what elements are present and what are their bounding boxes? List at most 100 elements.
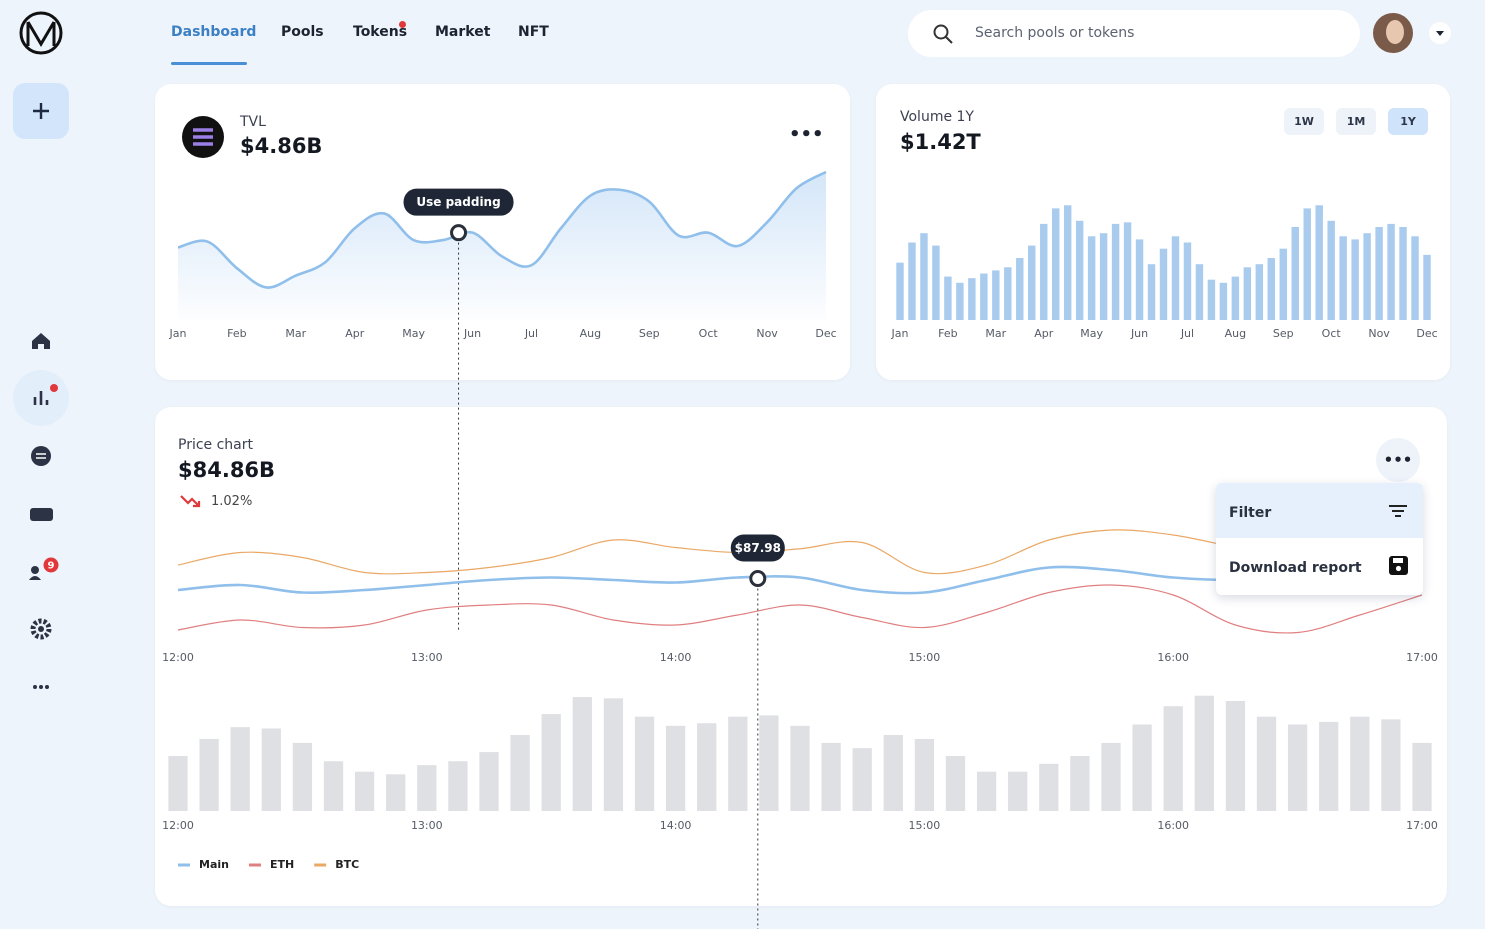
bar (1016, 258, 1024, 320)
bar (914, 738, 935, 811)
bar (1028, 245, 1036, 320)
bar (1412, 742, 1432, 811)
swap-icon[interactable] (31, 446, 51, 466)
profile[interactable] (1370, 10, 1460, 56)
nav-link[interactable]: Dashboard (171, 24, 257, 40)
nav-link[interactable]: NFT (518, 24, 549, 40)
bar (417, 765, 437, 811)
bar (908, 242, 916, 320)
bar (1225, 700, 1246, 811)
bar (1039, 763, 1059, 811)
x-tick-label: Oct (1322, 327, 1342, 340)
x-tick-label: Mar (985, 327, 1006, 340)
swap-icon-lines (36, 453, 46, 459)
line (177, 170, 827, 289)
x-tick-label: 12:00 (162, 819, 194, 832)
bar (1207, 279, 1216, 320)
x-tick-label: 16:00 (1157, 651, 1189, 664)
x-tick-label: Sep (1273, 327, 1294, 340)
range-button[interactable]: 1Y (1388, 108, 1428, 135)
more-icon[interactable] (33, 685, 49, 689)
bar (1255, 264, 1264, 320)
tooltip-text: Use padding (416, 195, 500, 209)
bar (572, 697, 592, 811)
nav-link[interactable]: Tokens (353, 24, 408, 40)
bar (945, 755, 966, 811)
x-tick-label: 14:00 (660, 651, 692, 664)
active-underline (171, 62, 247, 65)
x-tick-label: May (1080, 327, 1103, 340)
bar (1135, 239, 1144, 320)
bar (261, 728, 281, 811)
bar (292, 742, 313, 811)
bar (932, 245, 940, 320)
settings-icon[interactable] (30, 618, 52, 640)
tooltip-text: $87.98 (735, 541, 781, 555)
bar (1287, 724, 1308, 811)
users-icon-body (29, 576, 41, 580)
tooltip (403, 188, 514, 216)
x-tick-label: 17:00 (1406, 819, 1438, 832)
nav-link[interactable]: Market (435, 24, 491, 40)
users-icon[interactable] (31, 566, 39, 574)
more-button[interactable]: ••• (789, 124, 824, 145)
bar (852, 748, 872, 811)
x-tick-label: 15:00 (909, 819, 941, 832)
bar (1132, 724, 1152, 811)
volume-label: Volume 1Y (900, 109, 974, 125)
bar (1279, 248, 1287, 320)
volume-value: $1.42T (900, 130, 981, 154)
menu-item[interactable]: Download report (1216, 538, 1423, 593)
bar (634, 716, 655, 811)
bar (968, 278, 976, 320)
bar (1004, 267, 1012, 320)
home-icon[interactable] (32, 333, 50, 349)
game-icon[interactable] (30, 508, 53, 521)
search-box[interactable]: Search pools or tokens (908, 10, 1360, 57)
range-button[interactable]: 1W (1284, 108, 1324, 135)
bar (1315, 205, 1323, 320)
bar (665, 725, 686, 811)
x-tick-label: Dec (1416, 327, 1437, 340)
token-logo-stripes (193, 128, 213, 146)
bar (1243, 267, 1252, 320)
nav-link[interactable]: Pools (281, 24, 324, 40)
bar (199, 738, 219, 811)
bar (1099, 233, 1108, 320)
more-button[interactable]: ••• (1376, 438, 1420, 482)
logo[interactable] (19, 11, 63, 55)
bar (1291, 227, 1299, 320)
bar (1123, 222, 1132, 320)
bar (1101, 742, 1121, 811)
price-label: Price chart (178, 437, 253, 453)
tvl-value: $4.86B (240, 134, 323, 158)
legend-label: ETH (270, 858, 294, 871)
menu-item[interactable]: Filter (1216, 483, 1423, 538)
x-tick-label: Jul (524, 327, 538, 340)
bar (479, 752, 499, 811)
bar (1423, 254, 1431, 320)
bar (896, 262, 904, 320)
x-tick-label: 13:00 (411, 651, 443, 664)
bar (980, 273, 988, 320)
bar (992, 270, 1000, 320)
tvl-card (155, 84, 850, 380)
notification-dot (399, 21, 406, 28)
bar (1195, 264, 1204, 320)
range-button[interactable]: 1M (1336, 108, 1376, 135)
x-tick-label: Feb (227, 327, 246, 340)
bar (1381, 719, 1401, 811)
bar (386, 774, 406, 811)
bar (1319, 721, 1339, 811)
bar (1339, 236, 1347, 320)
bar (1075, 220, 1084, 320)
bar (1008, 771, 1028, 811)
line (177, 529, 1423, 575)
bar (1411, 236, 1419, 320)
badge-count: 9 (48, 561, 55, 572)
bar (759, 715, 779, 811)
bar (1163, 706, 1183, 811)
bar (1040, 223, 1048, 320)
avatar-face (1386, 20, 1404, 44)
